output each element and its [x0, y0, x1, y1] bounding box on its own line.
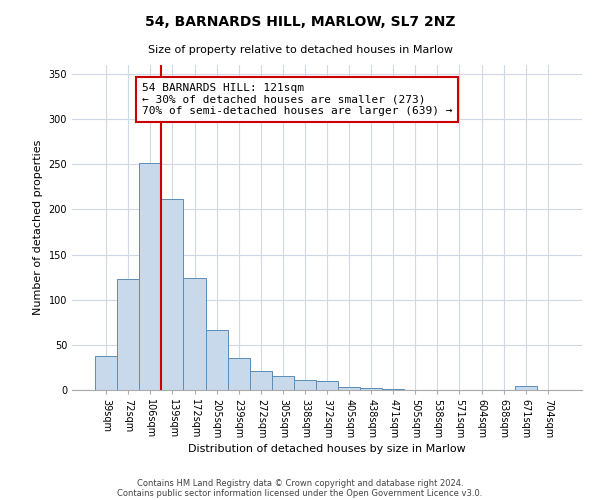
- Bar: [515, 386, 537, 390]
- Bar: [272, 376, 294, 390]
- Text: Size of property relative to detached houses in Marlow: Size of property relative to detached ho…: [148, 45, 452, 55]
- Bar: [161, 198, 184, 390]
- Bar: [294, 380, 316, 390]
- Text: Contains HM Land Registry data © Crown copyright and database right 2024.: Contains HM Land Registry data © Crown c…: [137, 478, 463, 488]
- Bar: [206, 330, 227, 390]
- Bar: [338, 388, 360, 390]
- Bar: [227, 358, 250, 390]
- Bar: [250, 371, 272, 390]
- X-axis label: Distribution of detached houses by size in Marlow: Distribution of detached houses by size …: [188, 444, 466, 454]
- Bar: [184, 278, 206, 390]
- Y-axis label: Number of detached properties: Number of detached properties: [33, 140, 43, 315]
- Bar: [360, 388, 382, 390]
- Bar: [382, 389, 404, 390]
- Text: 54, BARNARDS HILL, MARLOW, SL7 2NZ: 54, BARNARDS HILL, MARLOW, SL7 2NZ: [145, 15, 455, 29]
- Bar: [316, 381, 338, 390]
- Text: Contains public sector information licensed under the Open Government Licence v3: Contains public sector information licen…: [118, 488, 482, 498]
- Bar: [95, 356, 117, 390]
- Text: 54 BARNARDS HILL: 121sqm
← 30% of detached houses are smaller (273)
70% of semi-: 54 BARNARDS HILL: 121sqm ← 30% of detach…: [142, 83, 452, 116]
- Bar: [139, 162, 161, 390]
- Bar: [117, 279, 139, 390]
